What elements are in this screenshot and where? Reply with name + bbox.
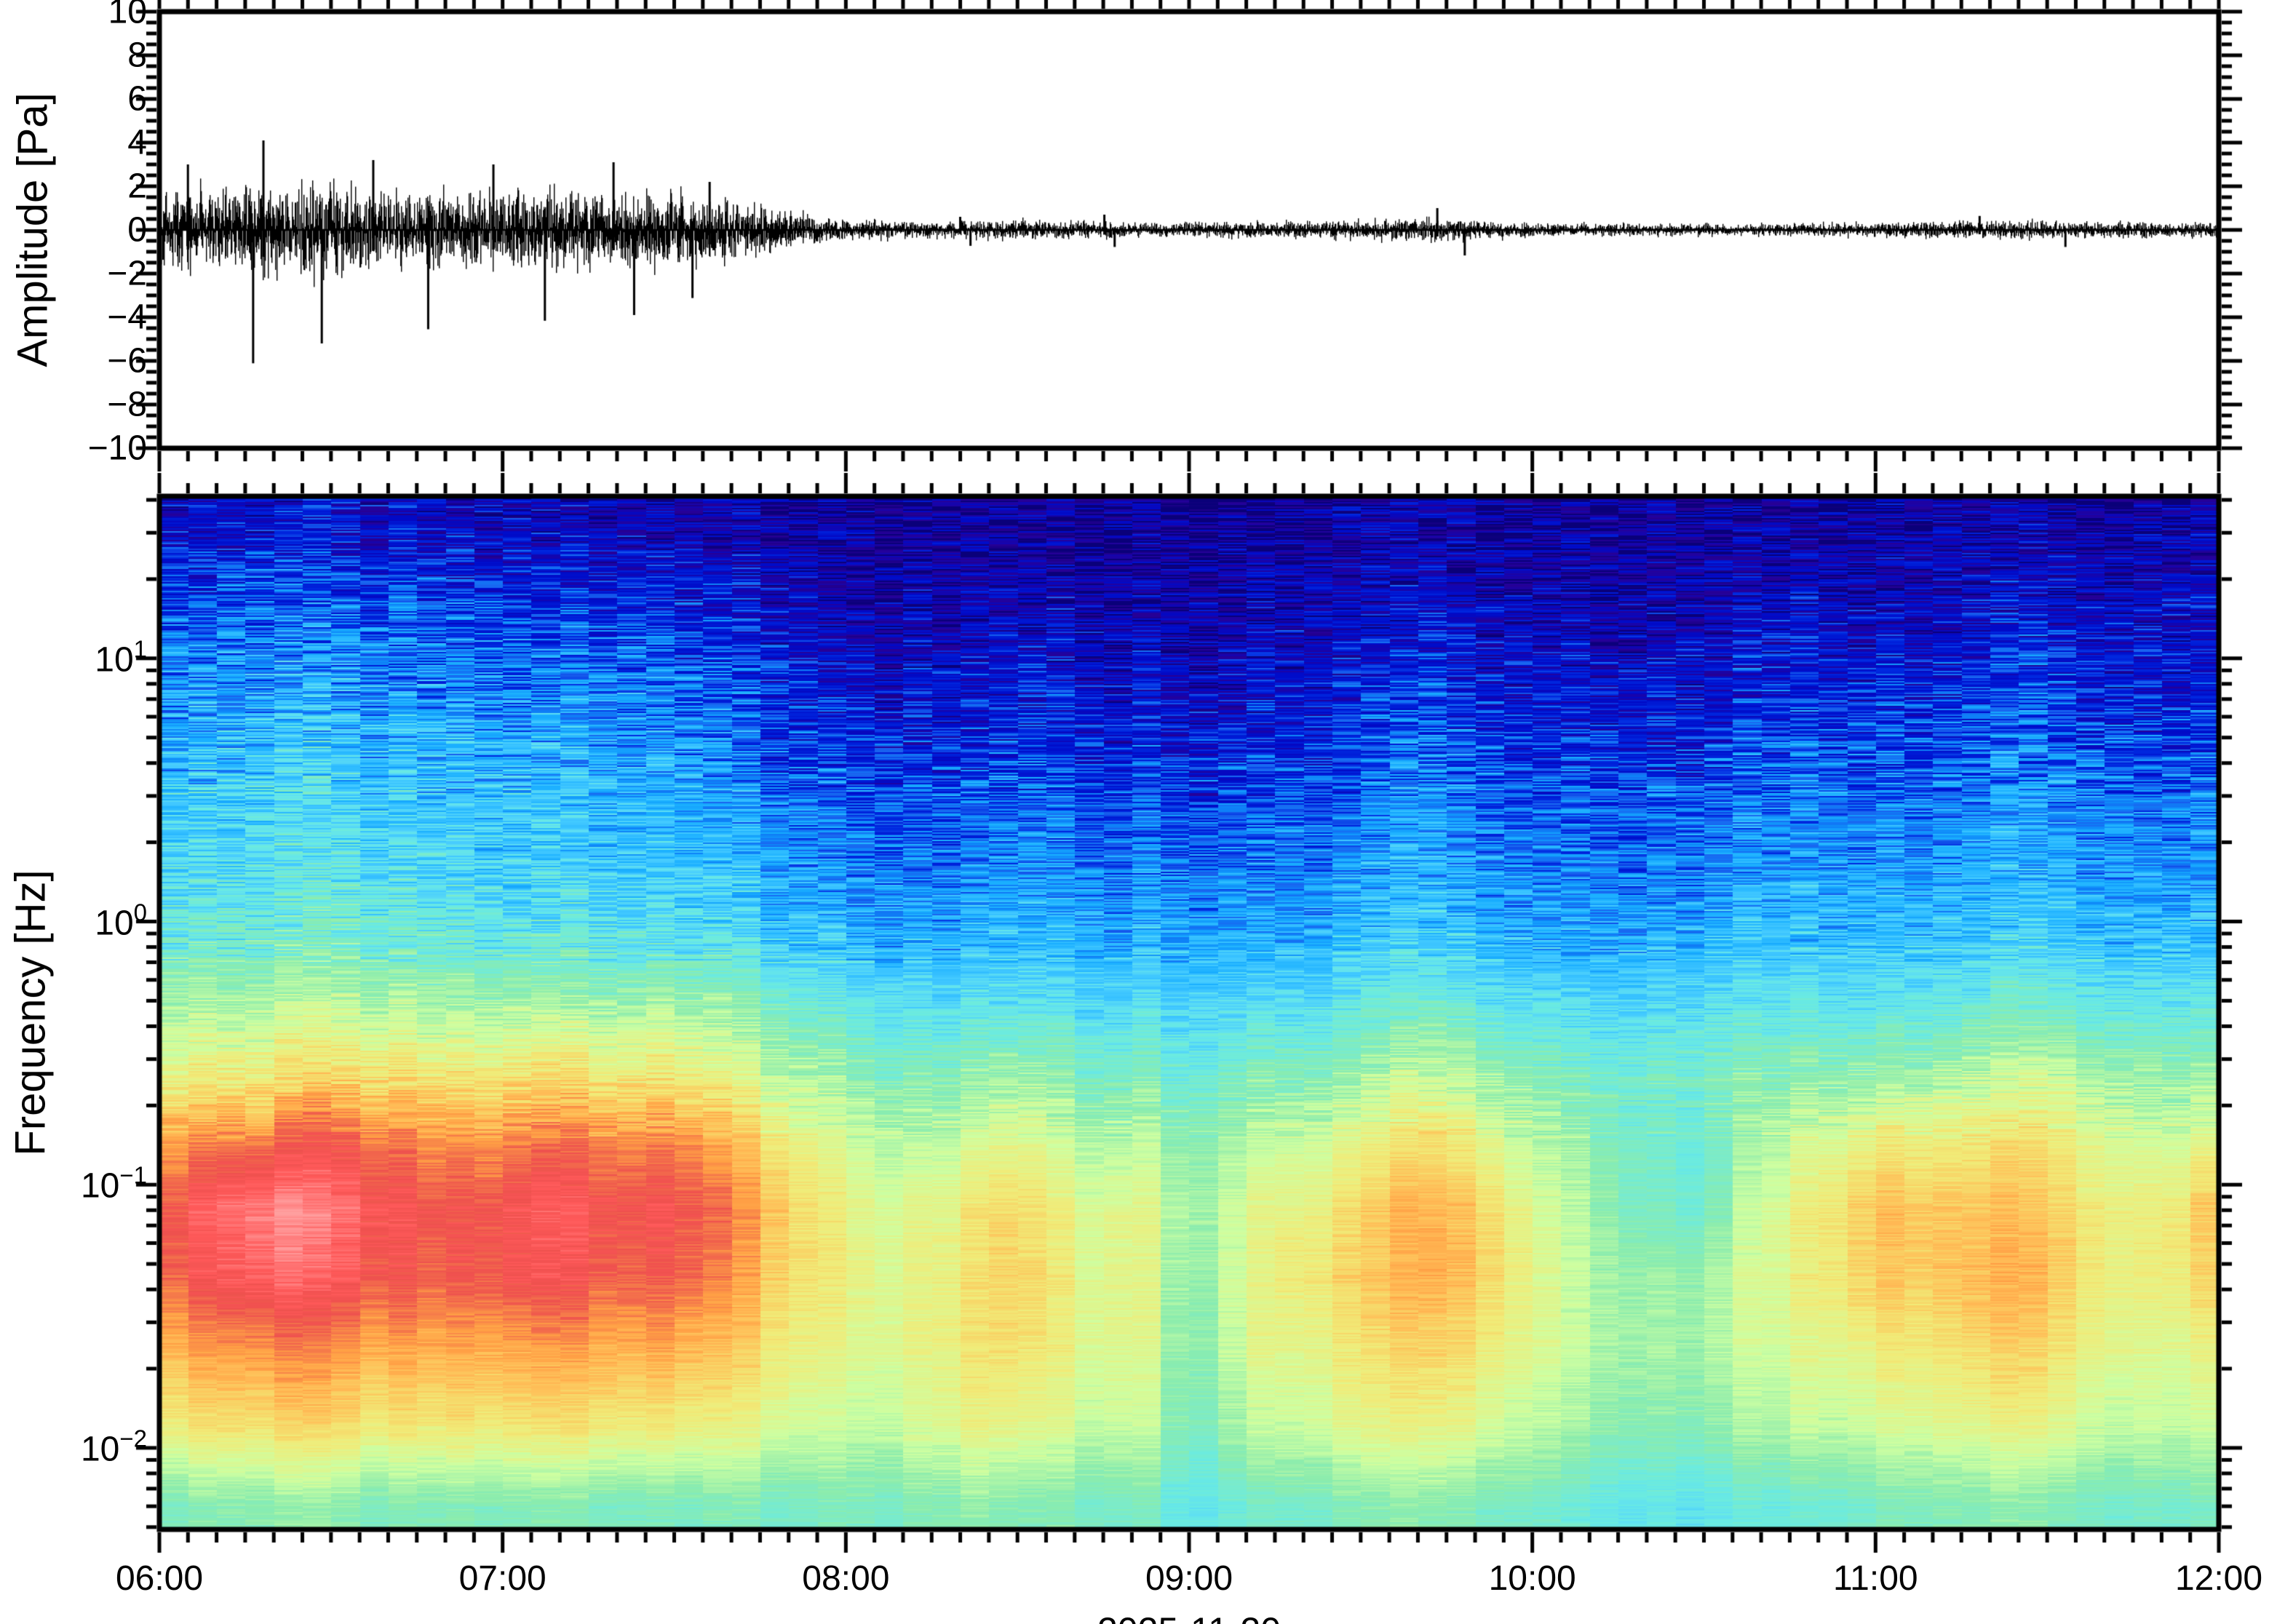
frequency-tick-label: 10−2 xyxy=(80,1425,147,1469)
amplitude-tick-label: 2 xyxy=(127,167,147,206)
frequency-tick-label: 100 xyxy=(95,899,147,942)
amplitude-tick-label: 10 xyxy=(108,0,147,31)
amplitude-tick-label: 0 xyxy=(127,210,147,250)
time-tick-label: 10:00 xyxy=(1488,1559,1576,1598)
amplitude-tick-label: 6 xyxy=(127,79,147,119)
amplitude-tick-label: −2 xyxy=(107,254,147,293)
amplitude-tick-label: −10 xyxy=(87,429,147,468)
time-tick-label: 09:00 xyxy=(1145,1559,1233,1598)
time-tick-label: 06:00 xyxy=(115,1559,204,1598)
time-tick-label: 07:00 xyxy=(458,1559,547,1598)
x-axis-date-label: 2025-11-20 xyxy=(1097,1609,1281,1624)
amplitude-tick-label: 8 xyxy=(127,36,147,75)
amplitude-tick-label: −6 xyxy=(107,341,147,381)
frequency-tick-label: 10−1 xyxy=(80,1161,147,1206)
amplitude-tick-label: 4 xyxy=(127,123,147,162)
time-tick-label: 08:00 xyxy=(802,1559,890,1598)
frequency-tick-label: 101 xyxy=(95,635,147,680)
time-tick-label: 11:00 xyxy=(1833,1559,1918,1598)
amplitude-tick-label: −8 xyxy=(107,385,147,424)
amplitude-tick-label: −4 xyxy=(107,298,147,337)
time-tick-label: 12:00 xyxy=(2174,1559,2263,1598)
